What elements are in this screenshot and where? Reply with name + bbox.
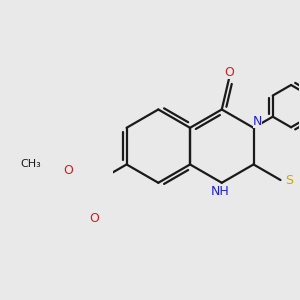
- Text: CH₃: CH₃: [21, 159, 41, 169]
- Text: O: O: [90, 212, 99, 225]
- Text: NH: NH: [211, 185, 230, 198]
- Text: O: O: [63, 164, 73, 177]
- Text: S: S: [285, 173, 293, 187]
- Text: N: N: [253, 115, 262, 128]
- Text: O: O: [225, 66, 235, 79]
